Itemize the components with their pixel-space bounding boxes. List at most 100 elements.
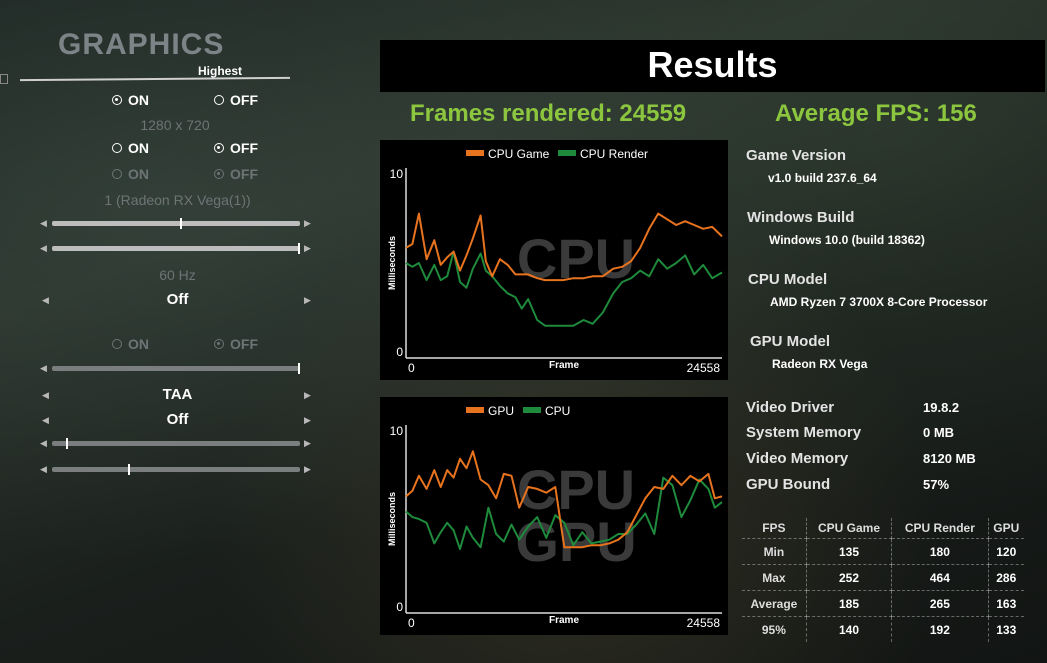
fps-table-header: FPS: [742, 518, 807, 539]
anti-aliasing-value: TAA: [162, 386, 193, 403]
fps-table-cell: 180: [891, 538, 989, 565]
windows-build-label: Windows Build: [747, 209, 855, 226]
option-left-arrow-icon[interactable]: ◀: [42, 415, 49, 425]
fps-table-cell: 135: [806, 538, 893, 565]
option-4-on-radio: ON: [112, 336, 149, 352]
option-1-on-radio[interactable]: ON: [112, 92, 149, 108]
results-header-bar: [380, 40, 1045, 92]
video-memory-label: Video Memory: [746, 450, 849, 467]
resolution-value: 1280 x 720: [140, 117, 210, 133]
frames-rendered: Frames rendered: 24559: [410, 100, 687, 127]
series-line-gpu: [405, 450, 723, 549]
radio-selected-icon: [214, 339, 224, 349]
x-tick-label: 24558: [687, 361, 721, 375]
fps-table-row: Average 185 265 163: [742, 590, 1024, 617]
system-memory-value: 0 MB: [923, 425, 955, 440]
slider-thumb[interactable]: [180, 218, 182, 229]
gpu-count-value: 1 (Radeon RX Vega(1)): [104, 192, 251, 208]
cpu-model-value: AMD Ryzen 7 3700X 8-Core Processor: [770, 295, 988, 309]
fps-table-cell: Min: [742, 538, 807, 565]
radio-empty-icon: [214, 95, 224, 105]
slider-left-arrow-icon[interactable]: ◀: [40, 438, 47, 448]
graphics-title: GRAPHICS: [58, 28, 225, 61]
slider-left-arrow-icon[interactable]: ◀: [40, 243, 47, 253]
legend-swatch: [558, 150, 576, 156]
system-memory-label: System Memory: [746, 424, 862, 441]
option-1-off-radio[interactable]: OFF: [214, 92, 258, 108]
setting-slider-4[interactable]: [52, 438, 300, 449]
fps-table-cell: 265: [891, 590, 989, 617]
game-version-value: v1.0 build 237.6_64: [768, 171, 877, 185]
option-right-arrow-icon[interactable]: ▶: [304, 390, 311, 400]
option-right-arrow-icon[interactable]: ▶: [304, 295, 311, 305]
windows-build-value: Windows 10.0 (build 18362): [769, 233, 925, 247]
slider-right-arrow-icon[interactable]: ▶: [304, 243, 311, 253]
fps-table-cell: 252: [806, 564, 893, 591]
gpu-chart: CPU GPU GPU CPU 10 0 0 24558 Frame Milliseconds: [380, 397, 728, 635]
gpu-bound-value: 57%: [923, 477, 950, 492]
gpu-model-value: Radeon RX Vega: [772, 357, 868, 371]
setting-slider-5[interactable]: [52, 464, 300, 475]
average-fps: Average FPS: 156: [775, 100, 977, 127]
game-version-label: Game Version: [746, 147, 847, 164]
fps-table-row: Min 135 180 120: [742, 538, 1024, 565]
fps-table: FPS CPU Game CPU Render GPU Min 135 180 …: [742, 518, 1024, 642]
legend-swatch: [466, 407, 484, 413]
slider-left-arrow-icon[interactable]: ◀: [40, 363, 47, 373]
setting-slider-3[interactable]: [52, 363, 300, 374]
slider-thumb[interactable]: [298, 243, 300, 254]
y-tick-label: 10: [390, 424, 404, 438]
y-tick-label: 10: [390, 167, 404, 181]
fps-table-row: 95% 140 192 133: [742, 616, 1024, 642]
x-axis-label: Frame: [549, 360, 579, 371]
video-memory-value: 8120 MB: [923, 451, 976, 466]
x-axis-label: Frame: [549, 615, 579, 626]
slider-right-arrow-icon[interactable]: ▶: [304, 218, 311, 228]
fps-table-header-row: FPS CPU Game CPU Render GPU: [742, 518, 1024, 539]
option-left-arrow-icon[interactable]: ◀: [42, 295, 49, 305]
video-driver-label: Video Driver: [746, 399, 835, 416]
option-left-arrow-icon[interactable]: ◀: [42, 390, 49, 400]
gpu-bound-label: GPU Bound: [746, 476, 831, 493]
slider-right-arrow-icon[interactable]: ▶: [304, 464, 311, 474]
x-tick-label: 24558: [687, 616, 721, 630]
setting-slider-2[interactable]: [52, 243, 300, 254]
refresh-rate-value: 60 Hz: [159, 267, 196, 283]
option-3-off-radio: OFF: [214, 166, 258, 182]
fps-table-cell: 163: [988, 590, 1024, 617]
slider-right-arrow-icon[interactable]: ▶: [304, 438, 311, 448]
video-driver-value: 19.8.2: [923, 400, 960, 415]
fps-table-header: CPU Game: [806, 518, 893, 539]
fps-table-cell: 120: [988, 538, 1024, 565]
fps-table-header: GPU: [988, 518, 1024, 539]
cpu-chart-svg: CPU CPU Game CPU Render 10 00 24558 Frame Milli…: [387, 147, 723, 375]
option-2-on-radio[interactable]: ON: [112, 140, 149, 156]
radio-empty-icon: [112, 169, 122, 179]
slider-thumb[interactable]: [66, 438, 68, 449]
option-right-arrow-icon[interactable]: ▶: [304, 415, 311, 425]
fps-table-row: Max 252 464 286: [742, 564, 1024, 591]
setting-slider-1[interactable]: [52, 218, 300, 229]
fps-table-cell: 286: [988, 564, 1024, 591]
fps-table-header: CPU Render: [891, 518, 989, 539]
legend-label: CPU: [545, 404, 570, 418]
cpu-chart: CPU CPU Game CPU Render 10 0 0 24558 Frame Milli…: [380, 140, 728, 380]
radio-empty-icon: [112, 339, 122, 349]
legend-swatch: [523, 407, 541, 413]
series-line-cpu-render: [405, 250, 723, 327]
slider-left-arrow-icon[interactable]: ◀: [40, 218, 47, 228]
quality-preset-value[interactable]: Highest: [198, 64, 243, 78]
legend-label: CPU Game: [488, 147, 550, 161]
radio-empty-icon: [112, 143, 122, 153]
option-2-off-radio[interactable]: OFF: [214, 140, 258, 156]
quality-preset-slider[interactable]: [19, 76, 291, 82]
radio-selected-icon: [214, 169, 224, 179]
results-title: Results: [647, 44, 778, 85]
slider-thumb[interactable]: [298, 363, 300, 374]
slider-thumb[interactable]: [128, 464, 130, 475]
cpu-model-label: CPU Model: [748, 271, 828, 288]
fps-table-cell: Max: [742, 564, 807, 591]
slider-left-arrow-icon[interactable]: ◀: [40, 464, 47, 474]
fps-table-cell: 185: [806, 590, 893, 617]
